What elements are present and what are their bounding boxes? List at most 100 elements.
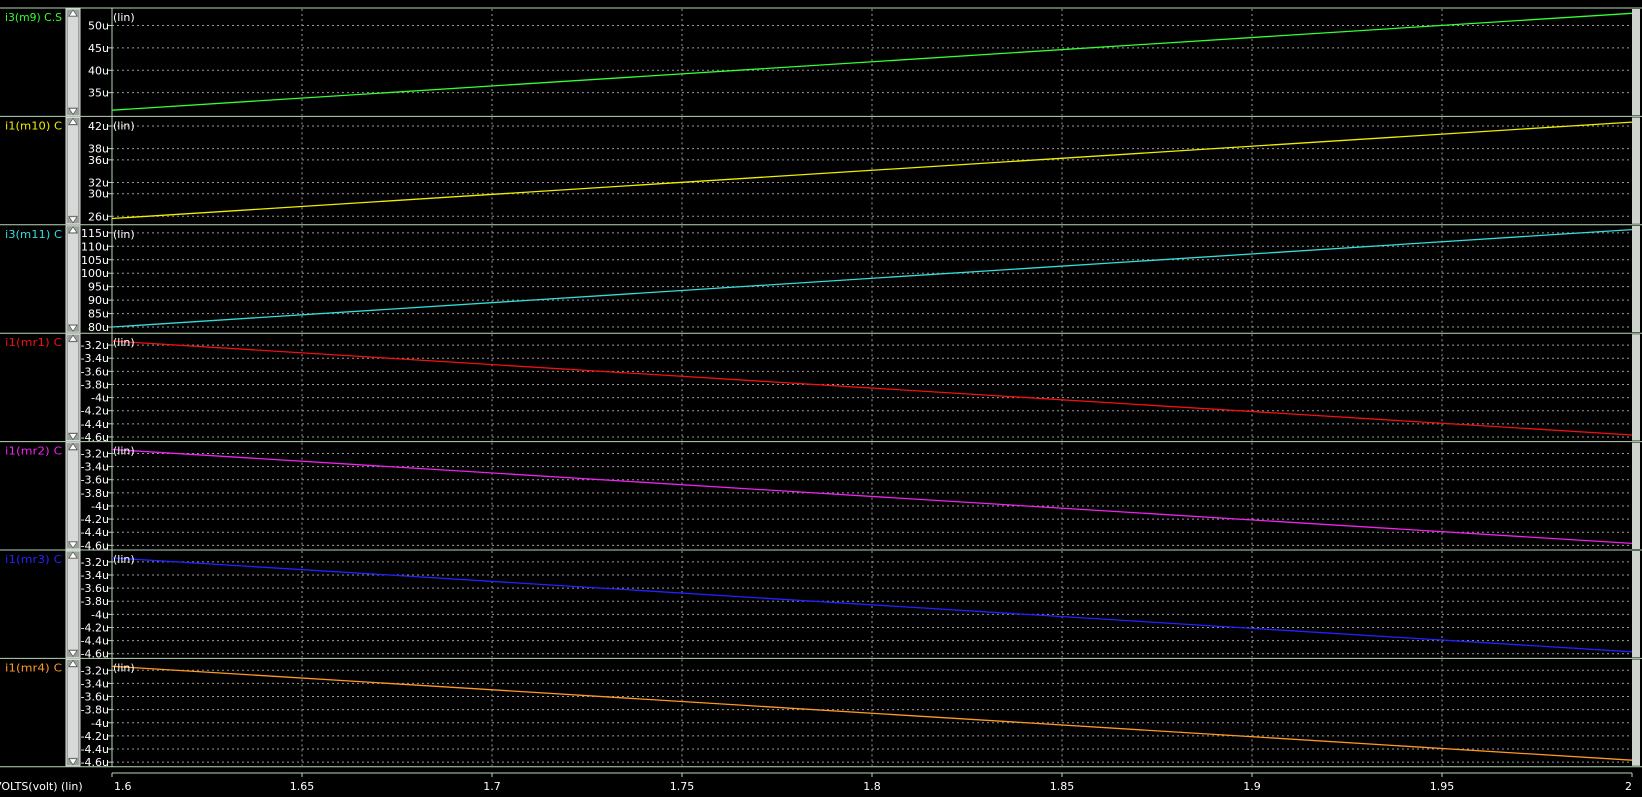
scale-mode-label: (lin) — [113, 336, 135, 349]
signal-name-label: i3(m9) C.S — [5, 11, 62, 24]
y-tick-label: -4u — [91, 608, 109, 621]
panel-i1-mr3: -3.2u-3.4u-3.6u-3.8u-4u-4.2u-4.4u-4.6u (l… — [0, 550, 1642, 661]
scroll-up-arrow-icon[interactable] — [68, 226, 78, 234]
scale-mode-label: (lin) — [113, 11, 135, 24]
signal-name-label: i1(mr2) C — [5, 445, 62, 458]
y-tick-label: -4.4u — [81, 526, 109, 539]
y-tick-label: 35u — [88, 87, 109, 100]
y-tick-label: -3.8u — [81, 487, 109, 500]
y-tick-label: -4.6u — [81, 648, 109, 661]
scroll-up-arrow-icon[interactable] — [68, 117, 78, 125]
x-tick-label: 1.95 — [1430, 780, 1455, 793]
scale-mode-label: (lin) — [113, 445, 135, 458]
y-tick-label: -3.4u — [81, 569, 109, 582]
y-tick-label: 50u — [88, 19, 109, 32]
signal-name-label: i3(m11) C — [5, 228, 62, 241]
right-scrollbar[interactable] — [1632, 225, 1640, 333]
scroll-up-arrow-icon[interactable] — [68, 659, 78, 667]
x-tick-label: 1.7 — [483, 780, 501, 793]
panel-i3-m9: 35u 40u 45u 50u (lin) i3(m9) C.S — [0, 8, 1642, 117]
x-axis-label: VOLTS(volt) (lin) — [0, 780, 83, 793]
right-scrollbar[interactable] — [1632, 659, 1640, 766]
y-tick-label: 45u — [88, 42, 109, 55]
y-tick-label: -3.6u — [81, 474, 109, 487]
signal-name-label: i1(mr3) C — [5, 553, 62, 566]
right-scrollbar[interactable] — [1632, 9, 1640, 116]
y-tick-label: -4.2u — [81, 513, 109, 526]
scroll-up-arrow-icon[interactable] — [68, 443, 78, 450]
series-line-i1(mr1) — [111, 340, 1633, 436]
y-tick-label: -4.2u — [81, 621, 109, 634]
y-tick-label: 80u — [88, 321, 109, 334]
y-tick-label: 85u — [88, 308, 109, 321]
scrollbar-thumb[interactable] — [68, 450, 78, 541]
scale-mode-label: (lin) — [113, 228, 135, 241]
y-tick-label: -3.4u — [81, 352, 109, 365]
y-tick-label: -4.6u — [81, 539, 109, 552]
series-line-i1(mr2) — [111, 448, 1633, 545]
x-tick-label: 1.75 — [670, 780, 695, 793]
y-tick-label: -4.4u — [81, 635, 109, 648]
y-tick-label: -4u — [91, 717, 109, 730]
y-tick-label: 110u — [81, 240, 109, 253]
signal-name-label: i1(mr4) C — [5, 661, 62, 674]
scrollbar-thumb[interactable] — [68, 342, 78, 433]
x-tick-label: 1.85 — [1050, 780, 1075, 793]
x-tick-label: 2 — [1625, 780, 1632, 793]
scroll-down-arrow-icon[interactable] — [68, 650, 78, 657]
y-tick-label: 30u — [88, 188, 109, 201]
scrollbar-thumb[interactable] — [68, 125, 78, 216]
y-tick-label: -3.6u — [81, 582, 109, 595]
right-scrollbar[interactable] — [1632, 551, 1640, 658]
scroll-down-arrow-icon[interactable] — [68, 108, 78, 115]
scale-mode-label: (lin) — [113, 119, 135, 132]
right-scrollbar[interactable] — [1632, 442, 1640, 549]
y-tick-label: -3.2u — [81, 556, 109, 569]
y-tick-label: 100u — [81, 267, 109, 280]
series-line-i1(mr3) — [111, 557, 1633, 653]
scroll-down-arrow-icon[interactable] — [68, 541, 78, 549]
scrollbar-thumb[interactable] — [68, 17, 78, 108]
scroll-up-arrow-icon[interactable] — [68, 334, 78, 342]
right-scrollbar[interactable] — [1632, 334, 1640, 441]
x-tick-label: 1.65 — [290, 780, 315, 793]
scroll-down-arrow-icon[interactable] — [68, 324, 78, 332]
scrollbar-thumb[interactable] — [68, 667, 78, 758]
y-tick-label: -3.8u — [81, 704, 109, 717]
x-tick-label: 1.6 — [114, 780, 132, 793]
series-line-i1(m10) — [111, 121, 1633, 220]
y-tick-label: 40u — [88, 64, 109, 77]
x-tick-label: 1.9 — [1243, 780, 1261, 793]
y-tick-label: 32u — [88, 176, 109, 189]
y-tick-label: -4.4u — [81, 418, 109, 431]
scroll-down-arrow-icon[interactable] — [68, 216, 78, 224]
y-tick-label: 36u — [88, 154, 109, 167]
y-tick-label: -3.4u — [81, 677, 109, 690]
scroll-up-arrow-icon[interactable] — [68, 551, 78, 559]
scrollbar-thumb[interactable] — [68, 233, 78, 325]
series-line-i3(m9) — [111, 12, 1633, 111]
y-tick-label: 26u — [88, 210, 109, 223]
y-tick-label: -4.2u — [81, 730, 109, 743]
y-tick-label: -3.4u — [81, 461, 109, 474]
y-tick-label: -4.6u — [81, 431, 109, 444]
scroll-down-arrow-icon[interactable] — [68, 433, 78, 441]
scrollbar-thumb[interactable] — [68, 559, 78, 650]
scroll-down-arrow-icon[interactable] — [68, 758, 78, 766]
right-scrollbar[interactable] — [1632, 117, 1640, 224]
y-tick-label: 115u — [81, 227, 109, 240]
x-tick-label: 1.8 — [863, 780, 881, 793]
y-tick-label: -3.6u — [81, 365, 109, 378]
signal-name-label: i1(m10) C — [5, 119, 62, 132]
y-tick-label: -4.6u — [81, 756, 109, 769]
scroll-up-arrow-icon[interactable] — [68, 9, 78, 17]
y-tick-label: -3.8u — [81, 378, 109, 391]
y-tick-label: -3.2u — [81, 339, 109, 352]
panel-i1-mr1: -3.2u-3.4u-3.6u-3.8u-4u-4.2u-4.4u-4.6u (l… — [0, 333, 1642, 444]
y-tick-label: 38u — [88, 143, 109, 156]
panel-i1-mr2: -3.2u-3.4u-3.6u-3.8u-4u-4.2u-4.4u-4.6u (l… — [0, 441, 1642, 552]
